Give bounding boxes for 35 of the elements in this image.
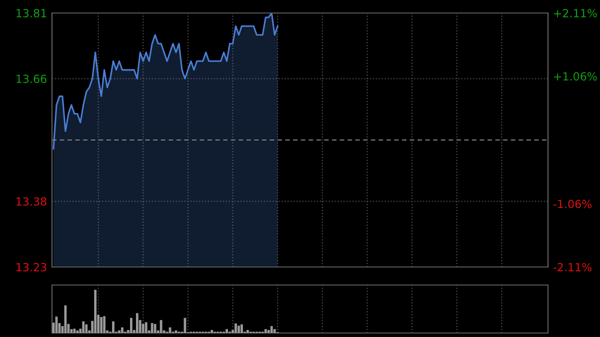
bar bbox=[226, 329, 228, 333]
bar bbox=[240, 324, 243, 333]
bar bbox=[154, 324, 156, 333]
y-tick-label: 13.23 bbox=[16, 262, 46, 272]
bar bbox=[273, 329, 276, 333]
bar bbox=[82, 321, 85, 333]
bar bbox=[264, 329, 267, 333]
y-tick-label: 13.38 bbox=[16, 197, 46, 206]
bar bbox=[210, 330, 214, 333]
bar bbox=[234, 323, 237, 333]
bar bbox=[112, 321, 114, 333]
y2-tick-label: +2.11% bbox=[554, 8, 597, 18]
bar bbox=[136, 313, 138, 333]
bar bbox=[76, 330, 79, 333]
bar bbox=[160, 320, 162, 333]
bar bbox=[100, 317, 102, 333]
bar bbox=[238, 326, 240, 333]
bar bbox=[150, 323, 154, 333]
y-tick-label: 13.81 bbox=[16, 8, 46, 18]
bar bbox=[130, 318, 132, 333]
y2-tick-label: +1.06% bbox=[554, 72, 597, 81]
y2-tick-label: -1.06% bbox=[553, 200, 592, 208]
bar bbox=[246, 330, 249, 333]
bar bbox=[267, 330, 270, 333]
bar bbox=[118, 330, 120, 333]
bar bbox=[73, 328, 76, 333]
y2-tick-label: -2.11% bbox=[553, 262, 592, 272]
bar bbox=[270, 326, 273, 333]
bar bbox=[103, 316, 106, 333]
bar bbox=[85, 324, 88, 333]
bar bbox=[121, 327, 124, 333]
bar bbox=[144, 322, 148, 333]
y-tick-label: 13.66 bbox=[16, 74, 46, 84]
bar bbox=[142, 324, 144, 333]
bar bbox=[94, 290, 97, 333]
